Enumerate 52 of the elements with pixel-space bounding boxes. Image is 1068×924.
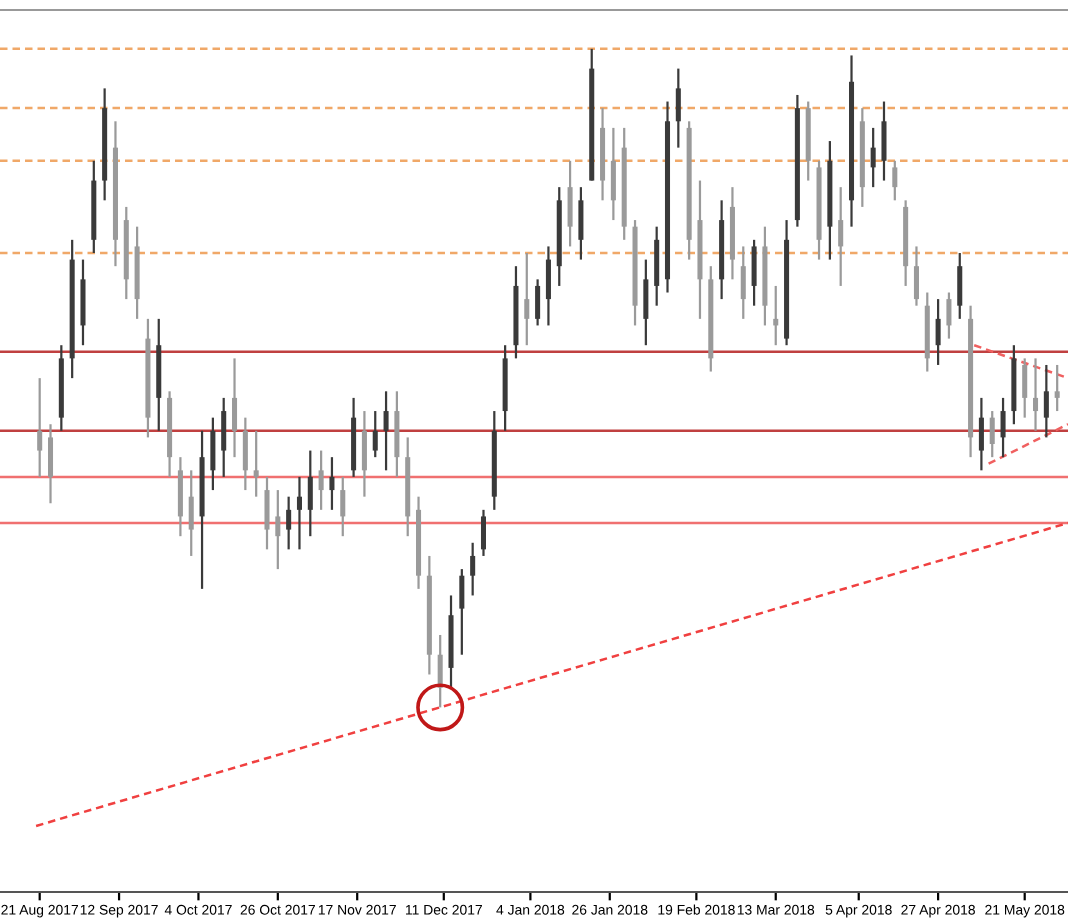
candlestick [394, 390, 400, 479]
candlestick [188, 469, 194, 558]
candlestick [989, 409, 995, 459]
candlestick [37, 377, 43, 479]
candlestick [340, 475, 346, 538]
candlestick [740, 245, 746, 320]
candlestick [838, 186, 844, 288]
candlestick [935, 297, 941, 367]
candlestick [286, 495, 292, 551]
candlestick [1022, 357, 1028, 419]
candlestick [773, 284, 779, 347]
candlestick [1033, 357, 1039, 432]
candlestick [177, 456, 183, 538]
candlestick [1054, 363, 1060, 413]
candlestick [329, 456, 335, 511]
candlestick [242, 416, 248, 492]
candlestick [459, 568, 465, 656]
candlestick [545, 245, 551, 327]
candlestick [296, 475, 302, 551]
candlestick [47, 423, 54, 505]
candlestick [567, 159, 573, 248]
candlestick [318, 449, 324, 511]
candlestick [80, 258, 86, 347]
candlestick [535, 278, 541, 327]
candlestick [654, 225, 660, 307]
candlestick [221, 396, 227, 479]
candlestick [210, 416, 216, 492]
candlestick [881, 100, 887, 182]
candlestick [361, 409, 367, 498]
candlestick [978, 396, 984, 472]
candlestick [957, 251, 963, 320]
candlestick [675, 67, 681, 149]
candlestick [1000, 396, 1006, 459]
candlestick [946, 291, 952, 340]
candlestick [870, 126, 876, 189]
candlestick [264, 475, 270, 551]
candlestick [610, 126, 616, 222]
candlestick [913, 245, 919, 307]
candlestick [232, 357, 238, 459]
candlestick [470, 541, 476, 597]
candlestick [307, 449, 313, 538]
candlestick [643, 258, 649, 347]
candlestick [480, 508, 487, 558]
candlestick [578, 186, 584, 261]
candlestick [372, 409, 378, 459]
candlestick [275, 488, 281, 571]
candlestick [892, 159, 898, 202]
candlestick [751, 238, 757, 307]
candlestick [524, 251, 530, 347]
candlestick [383, 390, 389, 472]
candlestick [253, 429, 259, 498]
candlestick [1043, 363, 1049, 439]
